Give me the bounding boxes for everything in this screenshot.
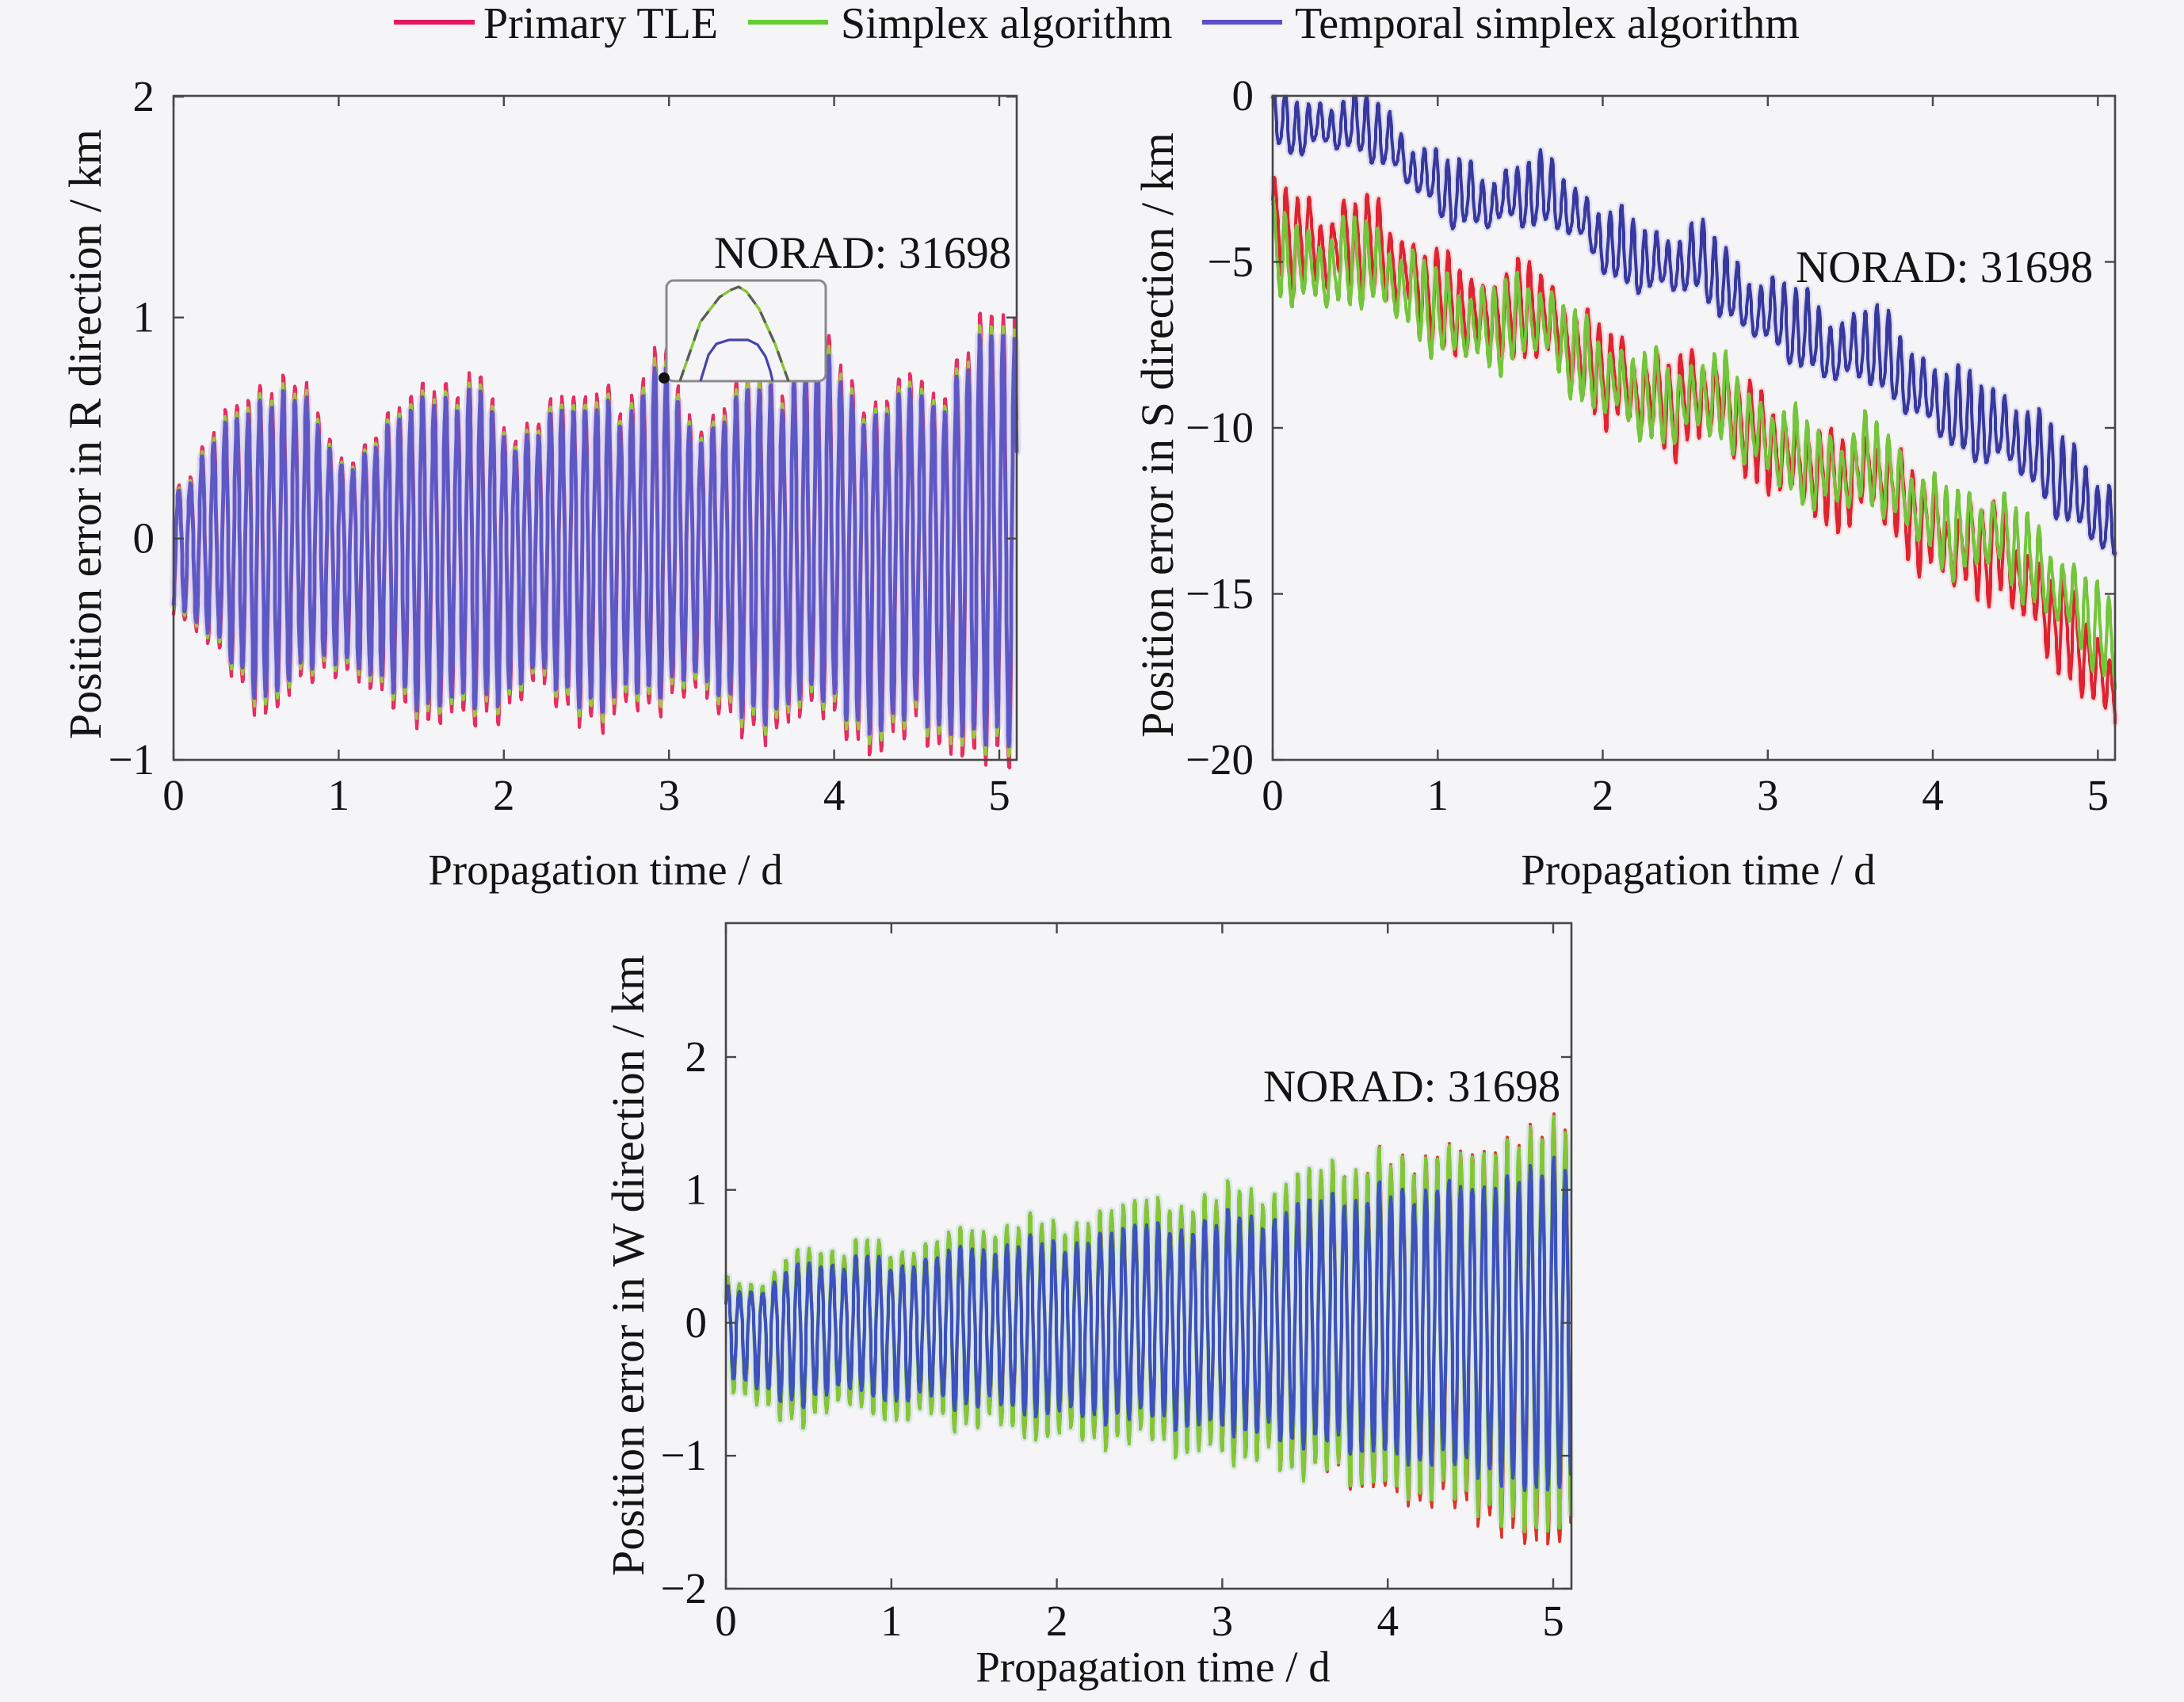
svg-text:Position error in W direction: Position error in W direction / km bbox=[602, 955, 654, 1576]
svg-text:2: 2 bbox=[493, 771, 515, 819]
svg-text:3: 3 bbox=[1757, 771, 1779, 819]
svg-text:0: 0 bbox=[1232, 71, 1254, 120]
svg-text:−20: −20 bbox=[1186, 735, 1254, 784]
svg-text:NORAD: 31698: NORAD: 31698 bbox=[1263, 1062, 1560, 1112]
svg-text:1: 1 bbox=[880, 1597, 903, 1645]
svg-text:3: 3 bbox=[658, 771, 680, 819]
svg-text:Position error in R direction: Position error in R direction / km bbox=[59, 129, 111, 739]
svg-text:5: 5 bbox=[988, 771, 1010, 819]
svg-text:Propagation time / d: Propagation time / d bbox=[1521, 845, 1876, 894]
svg-text:Simplex algorithm: Simplex algorithm bbox=[841, 0, 1172, 48]
svg-text:−2: −2 bbox=[660, 1564, 707, 1612]
svg-text:−10: −10 bbox=[1186, 403, 1254, 452]
svg-text:−5: −5 bbox=[1207, 238, 1254, 286]
svg-text:0: 0 bbox=[685, 1299, 708, 1347]
svg-text:Temporal simplex algorithm: Temporal simplex algorithm bbox=[1295, 0, 1800, 48]
svg-text:Position error in S direction: Position error in S direction / km bbox=[1132, 132, 1183, 738]
svg-text:2: 2 bbox=[685, 1032, 708, 1081]
svg-text:Propagation time / d: Propagation time / d bbox=[428, 845, 783, 894]
svg-text:5: 5 bbox=[1542, 1597, 1564, 1645]
svg-text:−1: −1 bbox=[660, 1431, 707, 1479]
svg-text:4: 4 bbox=[1922, 771, 1944, 819]
svg-text:0: 0 bbox=[1262, 771, 1284, 819]
svg-text:3: 3 bbox=[1212, 1597, 1234, 1645]
svg-text:−15: −15 bbox=[1186, 570, 1254, 618]
svg-text:1: 1 bbox=[133, 293, 155, 342]
svg-text:Primary TLE: Primary TLE bbox=[483, 0, 718, 48]
svg-text:0: 0 bbox=[162, 771, 185, 819]
svg-text:5: 5 bbox=[2087, 771, 2110, 819]
svg-text:−1: −1 bbox=[108, 735, 155, 784]
svg-text:Propagation time / d: Propagation time / d bbox=[976, 1643, 1331, 1691]
svg-text:2: 2 bbox=[1046, 1597, 1068, 1645]
svg-text:0: 0 bbox=[133, 514, 155, 563]
svg-text:2: 2 bbox=[1592, 771, 1614, 819]
svg-text:0: 0 bbox=[715, 1597, 737, 1645]
svg-text:NORAD: 31698: NORAD: 31698 bbox=[714, 228, 1011, 278]
svg-text:4: 4 bbox=[1376, 1597, 1399, 1645]
svg-text:2: 2 bbox=[133, 72, 155, 120]
svg-text:1: 1 bbox=[328, 771, 350, 819]
svg-text:1: 1 bbox=[685, 1166, 708, 1214]
svg-text:1: 1 bbox=[1427, 771, 1449, 819]
svg-text:4: 4 bbox=[823, 771, 846, 819]
svg-text:NORAD: 31698: NORAD: 31698 bbox=[1796, 242, 2093, 292]
